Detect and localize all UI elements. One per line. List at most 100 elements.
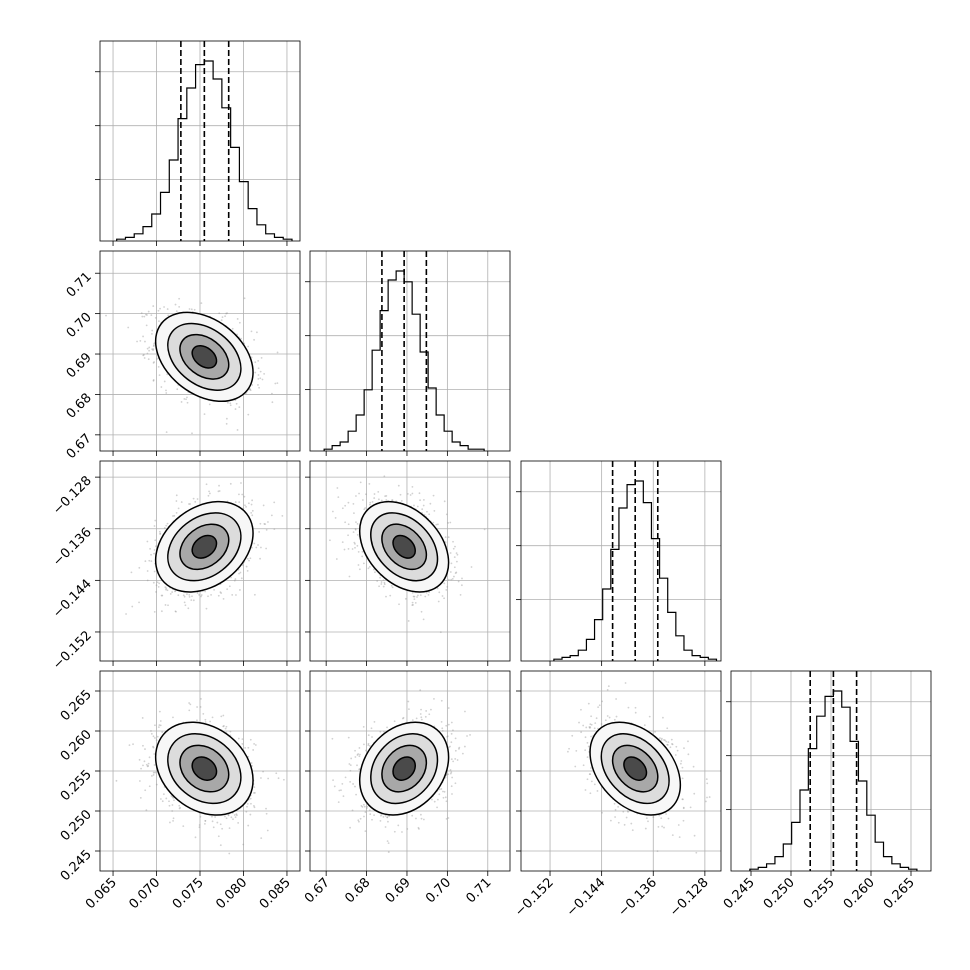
sample-point xyxy=(413,595,416,598)
sample-point xyxy=(281,514,284,517)
sample-point xyxy=(141,717,144,719)
sample-point xyxy=(150,314,153,317)
sample-point xyxy=(167,314,170,317)
sample-point xyxy=(450,562,453,565)
sample-point xyxy=(239,571,242,574)
sample-point xyxy=(447,723,450,726)
sample-point xyxy=(437,523,439,526)
sample-point xyxy=(359,481,362,484)
sample-point xyxy=(253,806,256,809)
sample-point xyxy=(361,499,364,501)
sample-point xyxy=(422,504,425,507)
sample-point xyxy=(426,510,428,513)
sample-point xyxy=(172,817,175,820)
sample-point xyxy=(169,593,172,595)
sample-point xyxy=(412,604,414,606)
sample-point xyxy=(250,802,252,805)
sample-point xyxy=(260,356,263,359)
sample-point xyxy=(258,386,260,389)
sample-point xyxy=(249,389,252,392)
sample-point xyxy=(245,565,248,568)
sample-point xyxy=(266,829,269,832)
sample-point xyxy=(483,528,486,531)
sample-point xyxy=(222,714,225,717)
sample-point xyxy=(250,762,253,764)
sample-point xyxy=(164,604,167,606)
sample-point xyxy=(265,812,268,815)
sample-point xyxy=(220,592,223,594)
sample-point xyxy=(153,570,156,573)
sample-point xyxy=(359,753,361,756)
sample-point xyxy=(356,522,359,525)
sample-point xyxy=(383,583,386,586)
sample-point xyxy=(344,776,347,779)
sample-point xyxy=(263,373,266,375)
sample-point xyxy=(411,492,414,495)
sample-point xyxy=(146,352,149,355)
sample-point xyxy=(148,349,151,352)
sample-point xyxy=(454,572,457,575)
density-contour xyxy=(191,756,218,781)
sample-point xyxy=(152,745,154,748)
sample-point xyxy=(353,541,356,544)
sample-point xyxy=(153,344,155,347)
sample-point xyxy=(353,512,355,514)
sample-point xyxy=(132,743,134,746)
sample-point xyxy=(150,560,153,562)
sample-point xyxy=(443,582,446,585)
sample-point xyxy=(176,388,179,391)
sample-point xyxy=(369,501,372,504)
sample-point xyxy=(155,739,158,742)
sample-point xyxy=(218,484,220,487)
sample-point xyxy=(257,367,260,370)
sample-point xyxy=(433,697,435,700)
panel-frame xyxy=(99,460,301,662)
sample-point xyxy=(168,800,170,803)
sample-point xyxy=(187,607,190,610)
sample-point xyxy=(391,499,393,502)
density-contour xyxy=(167,322,242,391)
sample-point xyxy=(139,339,142,342)
sample-point xyxy=(136,340,138,343)
panel-frame xyxy=(730,670,932,872)
sample-point xyxy=(443,500,446,503)
panel-frame xyxy=(309,460,511,662)
sample-point xyxy=(354,528,357,531)
sample-point xyxy=(432,494,435,497)
sample-point xyxy=(142,335,144,338)
sample-point xyxy=(144,789,147,792)
sample-point xyxy=(166,522,169,525)
sample-point xyxy=(358,820,360,823)
sample-point xyxy=(257,384,259,386)
sample-point xyxy=(139,796,142,799)
sample-point xyxy=(143,760,146,763)
sample-point xyxy=(221,316,224,319)
sample-point xyxy=(240,482,242,484)
sample-point xyxy=(452,540,454,543)
sample-point xyxy=(249,388,251,391)
sample-point xyxy=(271,401,274,404)
sample-point xyxy=(449,552,452,554)
sample-point xyxy=(449,521,452,524)
sample-point xyxy=(420,716,423,719)
sample-point xyxy=(220,715,223,718)
sample-point xyxy=(457,580,460,583)
sample-point xyxy=(144,748,146,750)
sample-point xyxy=(438,591,441,594)
sample-point xyxy=(249,813,252,816)
sample-point xyxy=(249,738,252,741)
sample-point xyxy=(265,807,267,810)
sample-point xyxy=(229,730,232,733)
sample-point xyxy=(451,578,454,580)
sample-point xyxy=(282,778,285,781)
sample-point xyxy=(260,837,263,840)
sample-point xyxy=(425,710,428,712)
sample-point xyxy=(196,719,198,722)
sample-point xyxy=(189,703,192,706)
sample-point xyxy=(152,771,155,774)
sample-point xyxy=(419,689,422,692)
sample-point xyxy=(171,810,174,812)
sample-point xyxy=(432,521,435,524)
sample-point xyxy=(354,756,357,758)
panel-frame xyxy=(99,250,301,452)
